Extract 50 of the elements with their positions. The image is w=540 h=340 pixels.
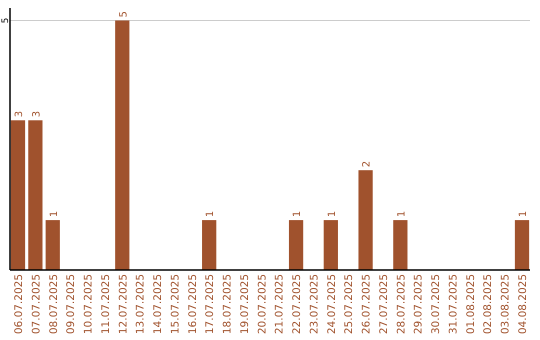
data-label: 5 (118, 11, 130, 18)
x-tick-label: 29.07.2025 (412, 274, 425, 334)
x-tick-label: 27.07.2025 (378, 274, 390, 334)
x-tick-label: 02.08.2025 (482, 274, 494, 334)
bar (202, 220, 216, 270)
x-tick-label: 15.07.2025 (169, 274, 182, 334)
bar (115, 20, 130, 270)
x-tick-label: 14.07.2025 (152, 274, 164, 334)
x-tick-label: 24.07.2025 (326, 274, 338, 334)
bar (358, 170, 373, 270)
bar (288, 220, 304, 270)
data-label: 1 (292, 210, 304, 218)
x-tick-label: 09.07.2025 (65, 274, 78, 334)
x-tick-label: 10.07.2025 (82, 274, 95, 334)
data-label: 2 (362, 160, 373, 168)
x-tick-label: 19.07.2025 (238, 274, 251, 334)
bar (393, 220, 408, 270)
x-tick-label: 08.07.2025 (48, 274, 60, 334)
x-tick-label: 21.07.2025 (274, 274, 286, 334)
x-tick-label: 17.07.2025 (204, 274, 216, 334)
data-label: 3 (14, 110, 25, 118)
x-tick-label: 18.07.2025 (222, 274, 234, 334)
x-tick-label: 11.07.2025 (100, 274, 112, 334)
x-tick-label: 13.07.2025 (134, 274, 147, 334)
x-tick-label: 16.07.2025 (186, 274, 199, 334)
x-tick-label: 26.07.2025 (360, 274, 373, 334)
x-tick-label: 07.07.2025 (30, 274, 42, 334)
x-tick-label: 20.07.2025 (256, 274, 268, 334)
data-label: 1 (518, 210, 530, 218)
data-label: 1 (326, 210, 338, 218)
x-tick-label: 22.07.2025 (291, 274, 304, 334)
bar (324, 220, 338, 270)
x-tick-label: 12.07.2025 (117, 274, 130, 334)
x-tick-label: 01.08.2025 (464, 274, 477, 334)
x-tick-label: 04.08.2025 (517, 274, 530, 334)
x-tick-label: 03.08.2025 (500, 274, 512, 334)
x-tick-label: 28.07.2025 (395, 274, 408, 334)
x-tick-label: 31.07.2025 (447, 274, 460, 334)
x-tick-label: 06.07.2025 (12, 274, 25, 334)
x-tick-label: 30.07.2025 (430, 274, 442, 334)
x-tick-label: 25.07.2025 (343, 274, 356, 334)
bar (10, 120, 26, 270)
data-label: 1 (205, 210, 216, 218)
data-label: 3 (31, 110, 42, 118)
bar (28, 120, 42, 270)
bar (46, 220, 60, 270)
data-label: 1 (48, 210, 60, 218)
data-label: 1 (396, 210, 408, 218)
bar (514, 220, 530, 270)
x-tick-label: 23.07.2025 (308, 274, 320, 334)
